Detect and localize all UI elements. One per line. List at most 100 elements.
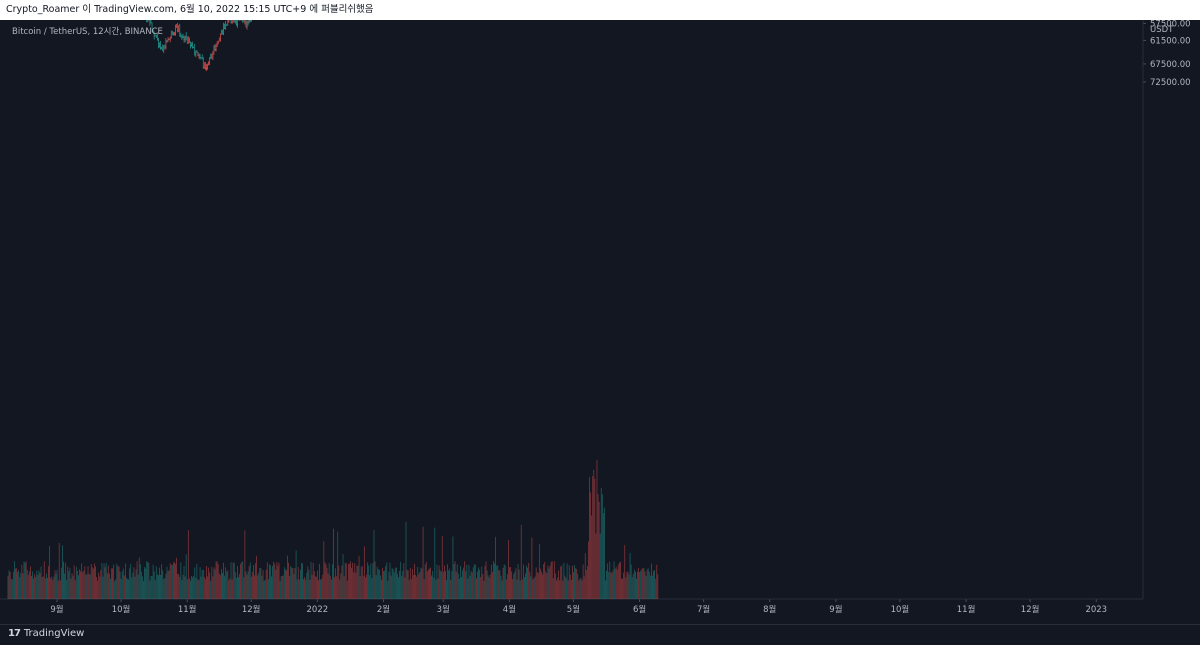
volume-bar [259, 567, 261, 599]
candle-body [180, 36, 182, 38]
candle-body [197, 55, 199, 57]
volume-bar [583, 576, 585, 599]
volume-bar [503, 564, 505, 599]
volume-bar [417, 567, 419, 599]
volume-bar [328, 563, 330, 599]
volume-bar [137, 574, 139, 599]
volume-bar [359, 576, 361, 599]
volume-bar [639, 572, 641, 599]
volume-bar [488, 577, 490, 599]
volume-bar [559, 580, 561, 599]
volume-bar [92, 568, 94, 599]
volume-bar [129, 568, 131, 599]
volume-bar [279, 580, 281, 599]
volume-bar [451, 571, 453, 599]
volume-bar [413, 575, 414, 599]
volume-bar [546, 573, 548, 599]
volume-bar [453, 563, 455, 599]
volume-bar [277, 565, 279, 599]
volume-bar [58, 543, 60, 599]
volume-bar [466, 564, 468, 599]
volume-bar [246, 574, 248, 599]
volume-bar [175, 563, 176, 599]
volume-bar [132, 572, 134, 599]
volume-bar [266, 562, 268, 599]
candle-body [182, 37, 184, 39]
volume-bar [422, 526, 424, 599]
volume-bar [275, 569, 277, 599]
volume-bar [434, 527, 436, 599]
volume-bar [611, 572, 613, 599]
volume-bar [30, 566, 31, 599]
volume-bar [355, 572, 357, 599]
volume-bar [568, 565, 570, 599]
volume-bar [516, 579, 518, 599]
volume-bar [190, 580, 191, 599]
volume-bar [201, 570, 203, 599]
volume-bar [264, 579, 266, 599]
candle-body [218, 40, 220, 42]
volume-bar [294, 567, 296, 599]
volume-bar [306, 572, 308, 599]
volume-bar [628, 574, 630, 599]
volume-bar [551, 561, 553, 599]
volume-bar [608, 572, 610, 599]
volume-bar [598, 501, 600, 599]
volume-bar [407, 570, 409, 599]
volume-bar [654, 569, 656, 599]
volume-bar [572, 565, 573, 599]
candle-body [248, 22, 250, 24]
footer: 17 TradingView [0, 624, 1200, 645]
volume-bar [151, 575, 153, 599]
currency-label: USDT [1150, 25, 1174, 35]
volume-bar [177, 574, 179, 599]
volume-bar [458, 578, 460, 599]
volume-bar [416, 576, 418, 599]
volume-bar [550, 561, 552, 599]
volume-bar [74, 580, 76, 599]
volume-bar [249, 562, 251, 599]
volume-bar [408, 580, 410, 599]
volume-bar [234, 571, 236, 599]
volume-bar [556, 580, 557, 599]
candlestick-chart[interactable]: USDT72500.0067500.0061500.0057500.005350… [0, 20, 1200, 624]
volume-bar [170, 564, 172, 599]
candle-body [223, 33, 224, 35]
volume-bar [117, 566, 119, 599]
volume-bar [463, 567, 465, 599]
volume-bar [285, 569, 286, 599]
volume-bar [59, 580, 61, 599]
volume-bar [370, 563, 372, 599]
volume-bar [436, 564, 438, 599]
volume-bar [379, 575, 381, 599]
volume-bar [492, 572, 493, 599]
volume-bar [431, 575, 432, 599]
volume-bar [477, 571, 478, 599]
volume-bar [40, 566, 42, 599]
volume-bar [564, 575, 566, 599]
volume-bar [510, 567, 511, 599]
candle-body [158, 46, 159, 48]
volume-bar [394, 567, 396, 599]
volume-bar [39, 572, 41, 599]
volume-bar [81, 563, 83, 599]
volume-bar [594, 478, 596, 599]
volume-bar [427, 569, 429, 599]
volume-bar [8, 570, 10, 599]
volume-bar [574, 565, 575, 599]
volume-bar [601, 494, 603, 599]
volume-bar [347, 564, 349, 599]
volume-bar [17, 571, 19, 599]
volume-bar [297, 567, 299, 599]
volume-bar [127, 579, 128, 599]
candle-body [161, 47, 163, 49]
tradingview-logo[interactable]: 17 TradingView [8, 628, 84, 639]
chart-area[interactable]: USDT72500.0067500.0061500.0057500.005350… [0, 20, 1200, 624]
candle-body [167, 40, 169, 42]
volume-bar [219, 574, 221, 599]
volume-bar [541, 571, 542, 599]
volume-bar [423, 579, 425, 599]
volume-bar [102, 576, 104, 599]
volume-bar [192, 577, 193, 599]
volume-bar [19, 577, 21, 599]
